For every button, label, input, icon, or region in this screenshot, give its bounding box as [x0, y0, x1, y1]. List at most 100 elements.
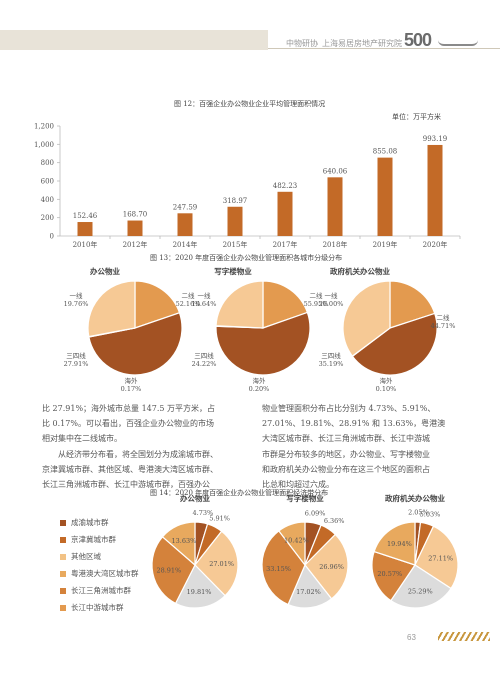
- bar-value-label: 152.46: [73, 212, 98, 220]
- text-line: 大湾区城市群、长江三角洲城市群、长江中游城: [262, 434, 430, 444]
- bar-value-label: 993.19: [423, 135, 448, 143]
- y-tick-label: 1,200: [34, 123, 54, 131]
- pie-slice: [351, 312, 438, 376]
- body-text-left: 比 27.91%；海外城市总量 147.5 万平方米，占比 0.17%。可以看出…: [42, 401, 242, 492]
- pie-slice-label: 19.76%: [64, 300, 89, 308]
- pie-slice-name: 三四线: [194, 351, 214, 360]
- pie-chart-title: 写字楼物业: [286, 493, 324, 503]
- body-text-right: 物业管理面积分布占比分别为 4.73%、5.91%、 27.01%、19.81%、…: [262, 401, 462, 492]
- page-number: 63: [407, 633, 416, 642]
- pie-slice-label: 44.71%: [431, 322, 456, 330]
- y-tick-label: 1,000: [34, 141, 54, 149]
- pie-slice-label: 2.05%: [408, 509, 429, 517]
- legend-item: 成渝城市群: [60, 514, 150, 531]
- x-tick-label: 2018年: [323, 240, 348, 249]
- x-tick-label: 2010年: [73, 240, 98, 249]
- pie-slice-label: 4.73%: [193, 509, 214, 517]
- legend-swatch: [60, 604, 66, 611]
- y-tick-label: 0: [50, 233, 54, 241]
- pie-slice-label: 25.29%: [408, 588, 433, 596]
- pie-slice-label: 27.91%: [64, 360, 89, 368]
- pie-slice-name: 海外: [253, 376, 267, 385]
- bar: [77, 222, 93, 236]
- footer-stripes: [438, 632, 490, 641]
- legend-item: 其他区域: [60, 548, 150, 565]
- pie-slice-label: 19.94%: [387, 540, 412, 548]
- chart14-pie-charts: 办公物业 4.73%5.91% 27.01% 19.81% 28.91% 13.63% 写字…: [151, 493, 459, 609]
- x-tick-label: 2014年: [173, 240, 198, 249]
- pie-slice-name: 一线: [325, 291, 339, 300]
- legend-swatch: [60, 587, 66, 594]
- pie-slice-name: 二线: [437, 313, 451, 322]
- text-line: 和政府机关办公物业分布在这三个地区的面积占: [262, 464, 430, 474]
- page-header: 中物研协 上海易居房地产研究院 500: [0, 0, 500, 62]
- pie-slice: [287, 563, 333, 609]
- y-tick-label: 400: [41, 196, 54, 204]
- legend-item: 长江三角洲城市群: [60, 582, 150, 599]
- header-logo: 500: [404, 30, 432, 50]
- pie-slice: [88, 312, 183, 376]
- pie-slice: [87, 280, 136, 338]
- bar: [227, 206, 243, 236]
- pie-slice-label: 19.64%: [192, 300, 217, 308]
- text-line: 27.01%、19.81%、28.91% 和 13.63%，粤港澳: [262, 419, 446, 429]
- y-tick-label: 800: [41, 159, 54, 167]
- pie-slice-label: 0.20%: [249, 385, 270, 393]
- pie-slice-label: 20.57%: [377, 570, 402, 578]
- pie-chart-title: 政府机关办公物业: [385, 493, 445, 503]
- header-left-text: 中物研协: [286, 39, 318, 48]
- pie-slice: [261, 530, 306, 606]
- bar-value-label: 168.70: [123, 211, 148, 219]
- legend-label: 长江中游城市群: [71, 603, 124, 612]
- bar: [127, 220, 143, 236]
- pie-slice-label: 55.95%: [304, 300, 329, 308]
- bar: [427, 144, 443, 236]
- pie-slice: [277, 521, 306, 567]
- pie-slice-label: 27.11%: [428, 554, 453, 562]
- bar-value-label: 247.59: [173, 203, 198, 211]
- bar: [277, 191, 293, 236]
- pie-slice-label: 5.91%: [209, 515, 230, 523]
- legend-label: 其他区域: [71, 552, 101, 561]
- bar: [327, 177, 343, 236]
- bar-value-label: 640.06: [323, 167, 348, 175]
- text-line: 相对集中在二线城市。: [42, 434, 122, 444]
- bar-value-label: 318.97: [223, 197, 248, 205]
- pie-slice-name: 海外: [380, 376, 394, 385]
- header-right-text: 上海易居房地产研究院: [322, 39, 402, 48]
- legend-swatch: [60, 553, 66, 560]
- pie-slice-name: 海外: [125, 376, 139, 385]
- header-bar: [0, 30, 268, 50]
- text-line: 京津冀城市群、其他区域、粤港澳大湾区城市群、: [42, 464, 218, 474]
- legend-item: 粤港澳大湾区城市群: [60, 565, 150, 582]
- x-tick-label: 2019年: [373, 240, 398, 249]
- pie-slice-label: 0.17%: [121, 385, 142, 393]
- pie-slice-label: 24.22%: [192, 360, 217, 368]
- pie-slice: [174, 563, 226, 609]
- chart12-unit: 单位：万平方米: [392, 113, 441, 121]
- pie-slice: [414, 525, 459, 590]
- pie-chart-title: 办公物业: [180, 493, 210, 503]
- text-line: 比 27.91%；海外城市总量 147.5 万平方米，占: [42, 404, 216, 413]
- text-line: 从经济带分布看，将全国划分为成渝城市群、: [42, 449, 218, 459]
- text-line: 比 0.17%。可以看出，百强企业办公物业的市场: [42, 419, 214, 429]
- pie-slice: [373, 521, 416, 566]
- pie-slice-name: 二线: [182, 291, 196, 300]
- chart14-title: 图 14：2020 年度百强企业办公物业管理面积经济带分布: [150, 489, 329, 497]
- legend-item: 长江中游城市群: [60, 599, 150, 616]
- chart14-legend: 成渝城市群京津冀城市群 其他区域粤港澳大湾区城市群 长江三角洲城市群长江中游城市群: [60, 514, 150, 616]
- text-line: 物业管理面积分布占比分别为 4.73%、5.91%、: [262, 404, 436, 413]
- text-line: 长江三角洲城市群、长江中游城市群，百强办公: [42, 480, 210, 490]
- pie-slice-label: 20.00%: [319, 300, 344, 308]
- legend-label: 京津冀城市群: [71, 535, 116, 544]
- pie-slice: [215, 280, 264, 329]
- header-divider: [268, 48, 500, 49]
- pie-slice-label: 13.63%: [172, 537, 197, 545]
- x-tick-label: 2012年: [123, 240, 148, 249]
- pie-slice-label: 6.36%: [324, 517, 345, 525]
- pie-slice: [390, 564, 452, 609]
- y-tick-label: 600: [41, 178, 54, 186]
- text-line: 市群是分布较多的地区，办公物业、写字楼物业: [262, 449, 430, 459]
- pie-slice: [161, 521, 196, 567]
- pie-slice-label: 10.42%: [284, 536, 309, 544]
